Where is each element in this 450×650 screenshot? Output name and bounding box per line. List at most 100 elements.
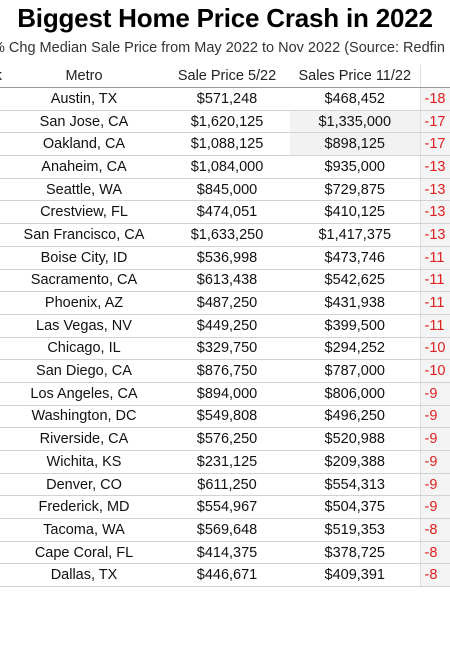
sale-price-nov-cell: $806,000 — [290, 382, 420, 406]
table-header-row: k Metro Sale Price 5/22 Sales Price 11/2… — [0, 65, 450, 88]
percent-change-cell: -17 — [419, 110, 450, 134]
table-row: Tacoma, WA $569,648 $519,353 -8 — [0, 518, 450, 542]
rank-cell — [0, 246, 4, 270]
rank-cell — [0, 110, 4, 134]
table-row: Boise City, ID $536,998 $473,746 -11 — [0, 246, 450, 270]
sale-price-may-cell: $446,671 — [164, 563, 290, 588]
sale-price-nov-cell: $410,125 — [290, 200, 420, 225]
sale-price-may-cell: $611,250 — [164, 473, 290, 497]
rank-cell — [0, 337, 4, 361]
percent-change-cell: -9 — [419, 405, 450, 429]
metro-cell: Las Vegas, NV — [4, 314, 164, 338]
home-price-table: k Metro Sale Price 5/22 Sales Price 11/2… — [0, 65, 450, 588]
table-row: Dallas, TX $446,671 $409,391 -8 — [0, 563, 450, 588]
page-title: Biggest Home Price Crash in 2022 — [17, 3, 433, 33]
metro-cell: Wichita, KS — [4, 450, 164, 474]
sale-price-nov-cell: $542,625 — [290, 269, 420, 293]
sale-price-may-cell: $474,051 — [164, 200, 290, 225]
metro-cell: Sacramento, CA — [4, 269, 164, 293]
table-row: Frederick, MD $554,967 $504,375 -9 — [0, 495, 450, 520]
sale-price-may-cell: $449,250 — [164, 314, 290, 338]
sale-price-nov-cell: $504,375 — [290, 495, 420, 520]
sale-price-may-cell: $1,088,125 — [164, 132, 290, 157]
percent-change-cell: -13 — [419, 223, 450, 247]
rank-cell — [0, 518, 4, 542]
sale-price-nov-cell: $1,417,375 — [290, 223, 420, 247]
sale-price-may-cell: $571,248 — [164, 87, 290, 111]
percent-change-cell: -11 — [419, 314, 450, 338]
column-header-metro: Metro — [4, 65, 164, 88]
percent-change-cell: -9 — [419, 450, 450, 474]
table-row: Austin, TX $571,248 $468,452 -18 — [0, 87, 450, 111]
sale-price-may-cell: $876,750 — [164, 359, 290, 383]
rank-cell — [0, 405, 4, 429]
table-row: Chicago, IL $329,750 $294,252 -10 — [0, 337, 450, 361]
table-row: San Jose, CA $1,620,125 $1,335,000 -17 — [0, 110, 450, 134]
sale-price-may-cell: $1,633,250 — [164, 223, 290, 247]
table-row: Anaheim, CA $1,084,000 $935,000 -13 — [0, 155, 450, 179]
sale-price-nov-cell: $519,353 — [290, 518, 420, 542]
percent-change-cell: -9 — [419, 473, 450, 497]
sale-price-nov-cell: $520,988 — [290, 427, 420, 451]
percent-change-cell: -8 — [419, 518, 450, 542]
metro-cell: Oakland, CA — [4, 132, 164, 157]
percent-change-cell: -8 — [419, 541, 450, 565]
sale-price-nov-cell: $898,125 — [290, 132, 420, 157]
sale-price-nov-cell: $1,335,000 — [290, 110, 420, 134]
sale-price-may-cell: $1,084,000 — [164, 155, 290, 179]
column-header-change — [419, 65, 450, 88]
metro-cell: Dallas, TX — [4, 563, 164, 588]
table-row: Seattle, WA $845,000 $729,875 -13 — [0, 178, 450, 202]
metro-cell: Anaheim, CA — [4, 155, 164, 179]
percent-change-cell: -10 — [419, 359, 450, 383]
rank-cell — [0, 291, 4, 315]
sale-price-nov-cell: $294,252 — [290, 337, 420, 361]
table-row: Sacramento, CA $613,438 $542,625 -11 — [0, 269, 450, 293]
rank-cell — [0, 314, 4, 338]
rank-cell — [0, 359, 4, 383]
sale-price-nov-cell: $496,250 — [290, 405, 420, 429]
rank-cell — [0, 269, 4, 293]
percent-change-cell: -11 — [419, 291, 450, 315]
metro-cell: Austin, TX — [4, 87, 164, 111]
sale-price-nov-cell: $554,313 — [290, 473, 420, 497]
sale-price-may-cell: $414,375 — [164, 541, 290, 565]
table-row: Wichita, KS $231,125 $209,388 -9 — [0, 450, 450, 474]
sale-price-nov-cell: $729,875 — [290, 178, 420, 202]
table-row: Riverside, CA $576,250 $520,988 -9 — [0, 427, 450, 451]
percent-change-cell: -9 — [419, 382, 450, 406]
metro-cell: Boise City, ID — [4, 246, 164, 270]
metro-cell: Tacoma, WA — [4, 518, 164, 542]
table-header: k Metro Sale Price 5/22 Sales Price 11/2… — [0, 65, 450, 88]
percent-change-cell: -9 — [419, 495, 450, 520]
sale-price-may-cell: $231,125 — [164, 450, 290, 474]
table-body: Austin, TX $571,248 $468,452 -18 San Jose, C… — [0, 87, 450, 588]
percent-change-cell: -13 — [419, 200, 450, 225]
sale-price-nov-cell: $409,391 — [290, 563, 420, 588]
table-row: San Diego, CA $876,750 $787,000 -10 — [0, 359, 450, 383]
table-row: Las Vegas, NV $449,250 $399,500 -11 — [0, 314, 450, 338]
metro-cell: Seattle, WA — [4, 178, 164, 202]
rank-cell — [0, 155, 4, 179]
rank-cell — [0, 495, 4, 520]
percent-change-cell: -13 — [419, 155, 450, 179]
table-row: San Francisco, CA $1,633,250 $1,417,375 -13 — [0, 223, 450, 247]
sale-price-may-cell: $536,998 — [164, 246, 290, 270]
sale-price-may-cell: $894,000 — [164, 382, 290, 406]
sale-price-nov-cell: $378,725 — [290, 541, 420, 565]
metro-cell: Denver, CO — [4, 473, 164, 497]
rank-cell — [0, 178, 4, 202]
rank-cell — [0, 382, 4, 406]
sale-price-nov-cell: $473,746 — [290, 246, 420, 270]
sale-price-may-cell: $487,250 — [164, 291, 290, 315]
metro-cell: Phoenix, AZ — [4, 291, 164, 315]
table-row: Denver, CO $611,250 $554,313 -9 — [0, 473, 450, 497]
metro-cell: San Diego, CA — [4, 359, 164, 383]
table-row: Los Angeles, CA $894,000 $806,000 -9 — [0, 382, 450, 406]
rank-cell — [0, 450, 4, 474]
sale-price-may-cell: $613,438 — [164, 269, 290, 293]
metro-cell: Crestview, FL — [4, 200, 164, 225]
table-row: Oakland, CA $1,088,125 $898,125 -17 — [0, 132, 450, 157]
rank-cell — [0, 223, 4, 247]
sale-price-nov-cell: $787,000 — [290, 359, 420, 383]
